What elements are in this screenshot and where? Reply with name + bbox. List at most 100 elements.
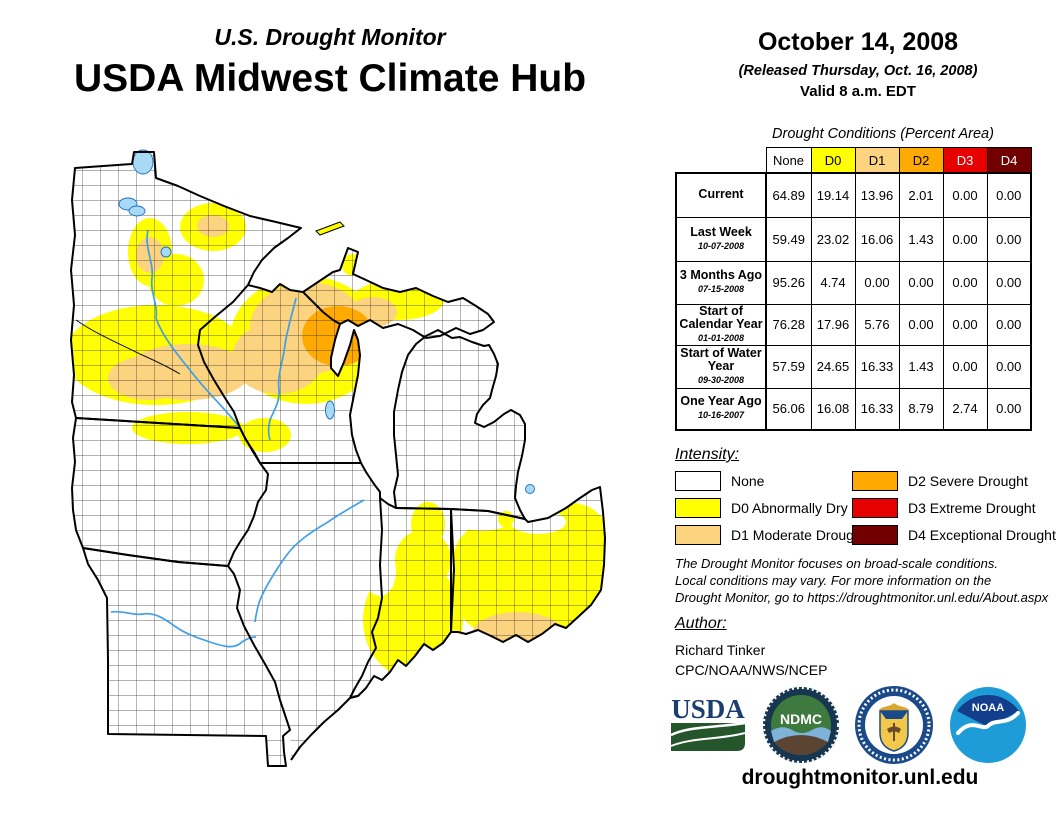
ndmc-logo: NDMC [763, 687, 839, 763]
d0-swatch [675, 498, 721, 518]
row-label: Last Week 10-07-2008 [675, 216, 767, 262]
cell: 0.00 [942, 344, 988, 389]
legend-item-d4: D4 Exceptional Drought [852, 525, 1056, 545]
row-label: 3 Months Ago 07-15-2008 [675, 260, 767, 305]
legend-item-d3: D3 Extreme Drought [852, 498, 1056, 518]
cell: 0.00 [986, 260, 1032, 305]
cell: 17.96 [810, 303, 856, 346]
map-date: October 14, 2008 [757, 28, 959, 56]
cell: 0.00 [898, 260, 944, 305]
cell: 4.74 [810, 260, 856, 305]
col-header-d4: D4 [986, 147, 1032, 174]
minnesota-river [75, 319, 181, 375]
cell: 0.00 [942, 172, 988, 218]
row-label: Current [675, 172, 767, 218]
col-header-none: None [765, 147, 812, 174]
cell: 0.00 [942, 216, 988, 262]
cell: 13.96 [854, 172, 900, 218]
cell: 8.79 [898, 387, 944, 431]
author-org: CPC/NOAA/NWS/NCEP [675, 662, 828, 678]
cell: 57.59 [765, 344, 812, 389]
cell: 0.00 [986, 216, 1032, 262]
cell: 24.65 [810, 344, 856, 389]
cell: 0.00 [986, 344, 1032, 389]
intensity-legend: Intensity: None D0 Abnormally Dry D1 Mod… [675, 446, 1056, 552]
col-header-d2: D2 [898, 147, 944, 174]
noaa-logo: NOAA [950, 687, 1026, 763]
d2-swatch [852, 471, 898, 491]
table-row: Current 64.89 19.14 13.96 2.01 0.00 0.00 [675, 172, 1032, 218]
map-container [28, 140, 668, 821]
drought-map [70, 149, 606, 767]
table-row: Start of Water Year 09-30-2008 57.59 24.6… [675, 344, 1032, 389]
county-grid [71, 152, 605, 766]
cell: 56.06 [765, 387, 812, 431]
cell: 16.33 [854, 387, 900, 431]
d1-swatch [675, 525, 721, 545]
row-label: Start of Water Year 09-30-2008 [675, 344, 767, 389]
svg-text:NDMC: NDMC [780, 711, 822, 727]
lakes-layer [118, 149, 535, 494]
drought-conditions-table: None D0 D1 D2 D3 D4 Current 64.89 19.14 … [675, 147, 1032, 431]
cell: 16.33 [854, 344, 900, 389]
map-supertitle: U.S. Drought Monitor [214, 24, 446, 50]
cell: 64.89 [765, 172, 812, 218]
row-label: Start of Calendar Year 01-01-2008 [675, 303, 767, 346]
rivers-layer [110, 229, 365, 648]
legend-item-d0: D0 Abnormally Dry [675, 498, 848, 518]
table-corner-cell [676, 148, 766, 174]
cell: 0.00 [986, 172, 1032, 218]
valid-time: Valid 8 a.m. EDT [800, 83, 916, 100]
table-row: Start of Calendar Year 01-01-2008 76.28 1… [675, 303, 1032, 346]
legend-item-none: None [675, 471, 818, 491]
cell: 16.08 [810, 387, 856, 431]
cell: 2.74 [942, 387, 988, 431]
col-header-d3: D3 [942, 147, 988, 174]
col-header-d1: D1 [854, 147, 900, 174]
table-row: 3 Months Ago 07-15-2008 95.26 4.74 0.00 0… [675, 260, 1032, 305]
author-block: Author: Richard Tinker CPC/NOAA/NWS/NCEP [675, 615, 827, 678]
isle-royale [315, 221, 345, 236]
title-block: U.S. Drought Monitor USDA Midwest Climat… [20, 24, 640, 101]
table-caption: Drought Conditions (Percent Area) [772, 126, 994, 142]
cell: 19.14 [810, 172, 856, 218]
d3-swatch [852, 498, 898, 518]
cell: 59.49 [765, 216, 812, 262]
svg-text:USDA: USDA [671, 694, 745, 724]
commerce-seal-logo [855, 686, 933, 764]
released-date: (Released Thursday, Oct. 16, 2008) [738, 63, 978, 79]
cell: 0.00 [942, 260, 988, 305]
none-swatch [675, 471, 721, 491]
cell: 95.26 [765, 260, 812, 305]
state-borders-layer [70, 151, 606, 767]
col-header-d0: D0 [810, 147, 856, 174]
date-block: October 14, 2008 (Released Thursday, Oct… [670, 28, 1046, 100]
legend-item-d2: D2 Severe Drought [852, 471, 1056, 491]
svg-text:NOAA: NOAA [972, 702, 1004, 714]
cell: 0.00 [942, 303, 988, 346]
legend-heading: Intensity: [675, 446, 740, 463]
cell: 1.43 [898, 344, 944, 389]
cell: 1.43 [898, 216, 944, 262]
table-row: One Year Ago 10-16-2007 56.06 16.08 16.33… [675, 387, 1032, 431]
page-title: USDA Midwest Climate Hub [73, 57, 587, 100]
cell: 0.00 [986, 303, 1032, 346]
table-row: Last Week 10-07-2008 59.49 23.02 16.06 1.… [675, 216, 1032, 262]
disclaimer-text: The Drought Monitor focuses on broad-sca… [675, 556, 1049, 605]
cell: 0.00 [986, 387, 1032, 431]
cell: 16.06 [854, 216, 900, 262]
cell: 0.00 [854, 260, 900, 305]
legend-item-d1: D1 Moderate Drought [675, 525, 866, 545]
author-name: Richard Tinker [675, 642, 766, 658]
row-label: One Year Ago 10-16-2007 [675, 387, 767, 431]
cell: 5.76 [854, 303, 900, 346]
usda-logo: USDA [670, 694, 745, 751]
author-heading: Author: [675, 615, 727, 632]
cell: 0.00 [898, 303, 944, 346]
footer-url: droughtmonitor.unl.edu [741, 766, 979, 789]
cell: 2.01 [898, 172, 944, 218]
table-header-row: None D0 D1 D2 D3 D4 [676, 147, 1032, 174]
cell: 76.28 [765, 303, 812, 346]
d4-swatch [852, 525, 898, 545]
